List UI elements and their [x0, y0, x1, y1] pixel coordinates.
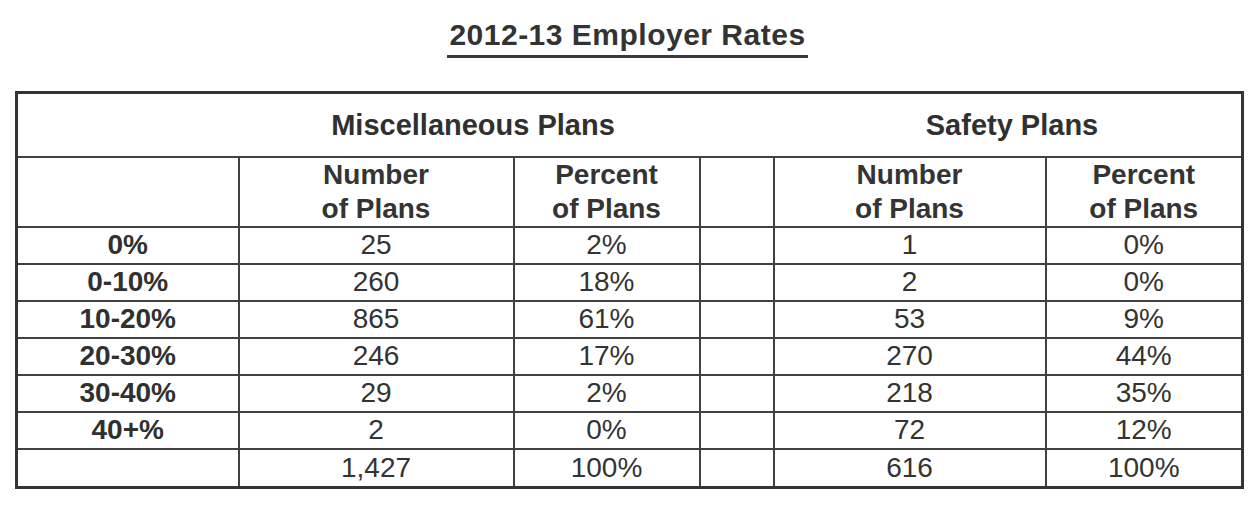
table-row: 30-40% 29 2% 218 35%	[17, 375, 1243, 412]
page-title-text: 2012-13 Employer Rates	[447, 18, 807, 58]
column-header-row: Number of Plans Percent of Plans Number …	[17, 157, 1243, 227]
misc-number-cell: 29	[239, 375, 514, 412]
safety-number-total-cell: 616	[774, 449, 1046, 488]
misc-percent-cell: 0%	[514, 412, 700, 449]
table-row: 40+% 2 0% 72 12%	[17, 412, 1243, 449]
group-label-safety: Safety Plans	[926, 108, 1098, 141]
group-header-band: Miscellaneous Plans Safety Plans	[17, 93, 1243, 157]
misc-percent-header-line1: Percent	[515, 158, 699, 192]
rate-range-label: 30-40%	[17, 375, 239, 412]
safety-percent-total-cell: 100%	[1046, 449, 1243, 488]
misc-number-cell: 2	[239, 412, 514, 449]
misc-number-cell: 260	[239, 264, 514, 301]
rate-range-label: 10-20%	[17, 301, 239, 338]
misc-percent-total-cell: 100%	[514, 449, 700, 488]
safety-number-header-line1: Number	[775, 158, 1045, 192]
safety-number-cell: 72	[774, 412, 1046, 449]
misc-percent-cell: 61%	[514, 301, 700, 338]
misc-number-cell: 865	[239, 301, 514, 338]
safety-percent-header-line2: of Plans	[1047, 192, 1242, 226]
spacer-header	[700, 157, 774, 227]
safety-percent-cell: 9%	[1046, 301, 1243, 338]
table-row: 20-30% 246 17% 270 44%	[17, 338, 1243, 375]
group-label-miscellaneous: Miscellaneous Plans	[331, 108, 615, 141]
misc-number-header: Number of Plans	[239, 157, 514, 227]
spacer-cell	[700, 264, 774, 301]
misc-number-header-line1: Number	[240, 158, 513, 192]
rate-range-label: 40+%	[17, 412, 239, 449]
safety-number-cell: 270	[774, 338, 1046, 375]
misc-percent-cell: 17%	[514, 338, 700, 375]
safety-percent-cell: 0%	[1046, 264, 1243, 301]
safety-percent-cell: 44%	[1046, 338, 1243, 375]
safety-percent-header: Percent of Plans	[1046, 157, 1243, 227]
row-label-header	[17, 157, 239, 227]
rate-range-label: 0%	[17, 227, 239, 264]
misc-percent-cell: 18%	[514, 264, 700, 301]
misc-percent-header-line2: of Plans	[515, 192, 699, 226]
safety-number-cell: 1	[774, 227, 1046, 264]
total-row: 1,427 100% 616 100%	[17, 449, 1243, 488]
misc-number-header-line2: of Plans	[240, 192, 513, 226]
employer-rates-table: Miscellaneous Plans Safety Plans Number …	[15, 91, 1244, 489]
misc-percent-cell: 2%	[514, 375, 700, 412]
scanned-page: 2012-13 Employer Rates Miscellaneous Pla…	[0, 0, 1255, 512]
table-row: 0% 25 2% 1 0%	[17, 227, 1243, 264]
spacer-cell	[700, 375, 774, 412]
safety-number-cell: 53	[774, 301, 1046, 338]
spacer-cell	[700, 338, 774, 375]
safety-percent-cell: 0%	[1046, 227, 1243, 264]
spacer-cell	[700, 412, 774, 449]
group-header-row: Miscellaneous Plans Safety Plans	[17, 93, 1243, 157]
misc-number-total-cell: 1,427	[239, 449, 514, 488]
safety-number-header: Number of Plans	[774, 157, 1046, 227]
safety-percent-cell: 35%	[1046, 375, 1243, 412]
rate-range-label: 0-10%	[17, 264, 239, 301]
table-row: 0-10% 260 18% 2 0%	[17, 264, 1243, 301]
misc-percent-header: Percent of Plans	[514, 157, 700, 227]
safety-percent-cell: 12%	[1046, 412, 1243, 449]
spacer-cell	[700, 227, 774, 264]
safety-number-header-line2: of Plans	[775, 192, 1045, 226]
misc-number-cell: 25	[239, 227, 514, 264]
spacer-cell	[700, 301, 774, 338]
misc-number-cell: 246	[239, 338, 514, 375]
table-row: 10-20% 865 61% 53 9%	[17, 301, 1243, 338]
rate-range-label: 20-30%	[17, 338, 239, 375]
safety-percent-header-line1: Percent	[1047, 158, 1242, 192]
misc-percent-cell: 2%	[514, 227, 700, 264]
spacer-cell	[700, 449, 774, 488]
page-title: 2012-13 Employer Rates	[0, 18, 1255, 58]
total-row-label	[17, 449, 239, 488]
safety-number-cell: 218	[774, 375, 1046, 412]
safety-number-cell: 2	[774, 264, 1046, 301]
